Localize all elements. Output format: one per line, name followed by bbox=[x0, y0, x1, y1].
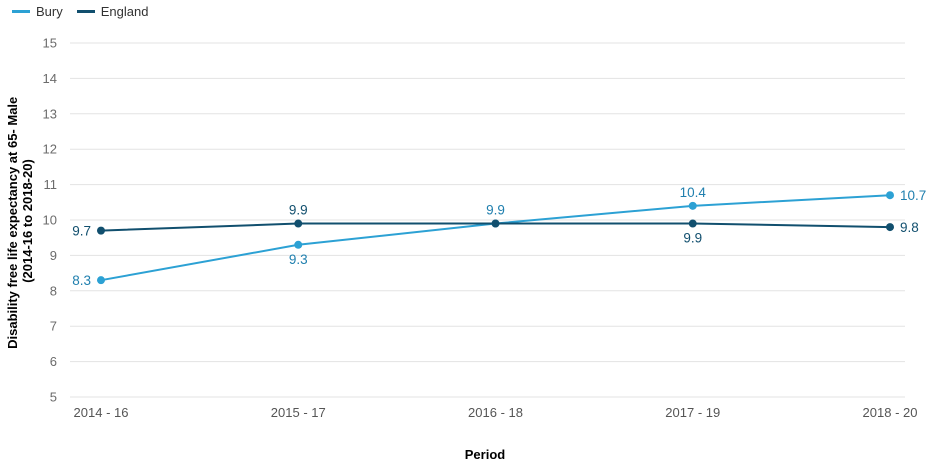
data-label-england: 9.8 bbox=[900, 220, 919, 235]
x-tick-label: 2016 - 18 bbox=[468, 405, 523, 420]
y-tick-label: 12 bbox=[43, 142, 57, 157]
legend-label-bury: Bury bbox=[36, 4, 63, 19]
data-label-bury: 10.7 bbox=[900, 188, 926, 203]
x-axis-title: Period bbox=[465, 447, 506, 462]
legend-item-bury[interactable]: Bury bbox=[12, 4, 63, 19]
chart-legend: Bury England bbox=[12, 4, 162, 19]
y-tick-label: 5 bbox=[50, 390, 57, 405]
legend-swatch-england bbox=[76, 10, 95, 13]
y-tick-label: 6 bbox=[50, 354, 57, 369]
data-label-bury: 9.9 bbox=[486, 203, 505, 218]
y-tick-labels: 5 6 7 8 9 10 11 12 13 14 15 bbox=[43, 36, 57, 405]
data-point-england[interactable] bbox=[688, 219, 697, 228]
data-point-england[interactable] bbox=[886, 223, 894, 232]
y-tick-label: 10 bbox=[43, 213, 57, 228]
y-axis-title-line-2: (2014-16 to 2018-20) bbox=[20, 159, 35, 283]
y-tick-label: 11 bbox=[44, 177, 58, 192]
y-axis-title-line-1: Disability free life expectancy at 65- M… bbox=[5, 97, 20, 349]
data-label-england: 9.7 bbox=[72, 224, 91, 239]
y-tick-label: 9 bbox=[50, 248, 57, 263]
data-point-bury[interactable] bbox=[886, 191, 894, 200]
data-point-bury[interactable] bbox=[688, 201, 697, 210]
data-point-england[interactable] bbox=[491, 219, 500, 228]
y-tick-label: 15 bbox=[43, 36, 57, 51]
y-tick-label: 7 bbox=[50, 319, 57, 334]
legend-label-england: England bbox=[100, 4, 149, 19]
data-point-england[interactable] bbox=[294, 219, 303, 228]
data-label-england: 9.9 bbox=[289, 203, 308, 218]
series-points bbox=[97, 191, 894, 285]
data-point-bury[interactable] bbox=[294, 240, 303, 249]
grid-lines bbox=[70, 42, 905, 398]
data-label-bury: 9.3 bbox=[289, 252, 308, 267]
y-tick-label: 14 bbox=[43, 71, 57, 86]
legend-item-england[interactable]: England bbox=[76, 4, 149, 19]
legend-swatch-bury bbox=[12, 10, 30, 13]
data-label-bury: 10.4 bbox=[680, 185, 707, 200]
data-point-england[interactable] bbox=[97, 226, 105, 235]
y-tick-label: 13 bbox=[43, 106, 57, 121]
x-tick-label: 2014 - 16 bbox=[74, 405, 129, 420]
data-label-bury: 8.3 bbox=[72, 273, 91, 288]
x-tick-label: 2015 - 17 bbox=[271, 405, 326, 420]
data-point-bury[interactable] bbox=[97, 276, 105, 285]
x-tick-labels: 2014 - 16 2015 - 17 2016 - 18 2017 - 19 2018… bbox=[74, 405, 918, 420]
data-labels: 8.3 9.3 9.9 10.4 10.7 9.7 9.9 9.9 9.8 bbox=[72, 185, 926, 288]
x-tick-label: 2018 - 20 bbox=[863, 405, 918, 420]
x-tick-label: 2017 - 19 bbox=[665, 405, 720, 420]
data-label-england: 9.9 bbox=[683, 231, 702, 246]
y-axis-title: Disability free life expectancy at 65- M… bbox=[5, 93, 35, 349]
y-tick-label: 8 bbox=[50, 283, 57, 298]
